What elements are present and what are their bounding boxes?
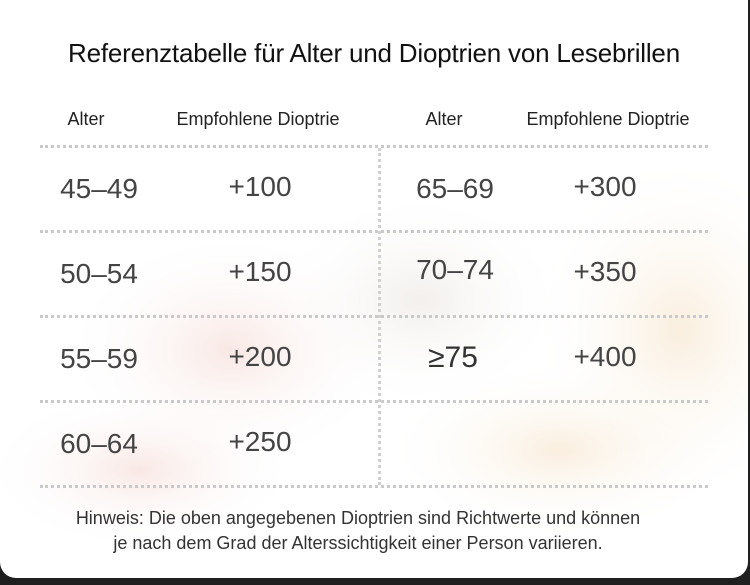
diopter-cell: +200 [228, 341, 292, 372]
header-diopter-left: Empfohlene Dioptrie [176, 109, 340, 129]
age-cell: 70–74 [416, 254, 494, 285]
note-line-1: Hinweis: Die oben angegebenen Dioptrien … [75, 508, 641, 528]
diopter-cell: +350 [573, 256, 637, 287]
column-divider [378, 148, 381, 485]
row-divider [40, 145, 708, 148]
header-age-left: Alter [67, 109, 105, 129]
age-cell: 45–49 [60, 173, 138, 204]
age-cell: 60–64 [60, 428, 138, 459]
diopter-cell: +100 [228, 171, 292, 202]
diopter-cell: +150 [228, 256, 292, 287]
diopter-cell: +300 [573, 171, 637, 202]
age-cell: 55–59 [60, 343, 138, 374]
diopter-cell: +400 [573, 341, 637, 372]
page-title: Referenztabelle für Alter und Dioptrien … [68, 38, 680, 68]
row-divider [40, 230, 708, 233]
header-age-right: Alter [425, 109, 463, 129]
header-diopter-right: Empfohlene Dioptrie [526, 109, 690, 129]
note-line-2: je nach dem Grad der Alterssichtigkeit e… [113, 533, 603, 553]
row-divider [40, 400, 708, 403]
age-cell: 50–54 [60, 258, 138, 289]
disclaimer-note: Hinweis: Die oben angegebenen Dioptrien … [0, 506, 716, 556]
row-divider [40, 485, 708, 488]
age-cell: 65–69 [416, 173, 494, 204]
row-divider [40, 315, 708, 318]
diopter-cell: +250 [228, 426, 292, 457]
age-cell: ≥75 [428, 341, 478, 374]
